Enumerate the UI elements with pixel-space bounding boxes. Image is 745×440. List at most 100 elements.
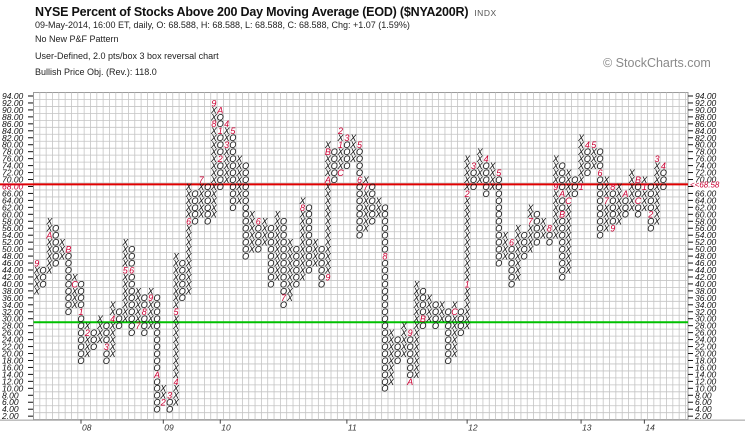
pf-o-box: O	[394, 342, 401, 352]
pf-x-box: X	[121, 251, 129, 261]
pf-o-box: O	[242, 224, 249, 234]
pf-o-box: O	[381, 272, 388, 282]
pf-x-box: X	[539, 231, 547, 241]
pf-x-box: X	[653, 161, 661, 171]
pf-x-box: X	[412, 286, 420, 296]
pf-x-box: X	[185, 231, 193, 241]
pf-x-box: X	[412, 300, 420, 310]
pf-o-box: O	[559, 245, 566, 255]
y-tick-label-right: 40.00	[695, 279, 717, 289]
pf-x-box: X	[83, 349, 91, 359]
pf-o-box: O	[381, 224, 388, 234]
pf-x-box: X	[552, 189, 560, 199]
reference-lines: <<68.58 68.00	[0, 180, 720, 324]
pf-o-box: O	[369, 217, 376, 227]
pf-x-box: X	[362, 175, 370, 185]
pf-x-box: X	[172, 314, 180, 324]
pf-x-box: X	[185, 189, 193, 199]
pf-o-box: O	[407, 356, 414, 366]
pf-x-box: X	[324, 258, 332, 268]
pf-o-box: O	[609, 203, 616, 213]
pf-o-box: O	[419, 300, 426, 310]
pf-x-box: X	[615, 203, 623, 213]
pf-x-box: X	[387, 335, 395, 345]
pf-x-box: X	[349, 154, 357, 164]
pf-x-box: X	[602, 210, 610, 220]
pf-o-box: O	[153, 342, 160, 352]
pf-x-box: X	[172, 286, 180, 296]
pf-x-box: X	[412, 363, 420, 373]
pf-x-box: X	[96, 314, 104, 324]
pf-x-box: X	[299, 231, 307, 241]
pf-o-box: O	[217, 133, 224, 143]
pf-x-box: X	[488, 182, 496, 192]
pf-o-box: O	[217, 161, 224, 171]
pf-x-box: X	[223, 154, 231, 164]
pf-x-box: X	[83, 335, 91, 345]
pf-x-box: X	[71, 272, 79, 282]
pf-x-box: X	[223, 133, 231, 143]
pf-x-box: X	[172, 251, 180, 261]
pf-x-box: X	[501, 245, 509, 255]
y-tick-label-right: 24.00	[694, 335, 717, 345]
pf-x-box: X	[324, 154, 332, 164]
pf-o-box: O	[229, 133, 236, 143]
pf-o-box: O	[280, 300, 287, 310]
pf-x-box: X	[210, 182, 218, 192]
pf-column-x: 2XX	[159, 384, 167, 408]
pf-x-box: X	[210, 133, 218, 143]
pf-o-box: O	[217, 168, 224, 178]
pf-x-box: X	[185, 265, 193, 275]
pf-o-box: O	[432, 321, 439, 331]
y-tick-label-right: 92.00	[695, 98, 717, 108]
pf-o-box: O	[229, 154, 236, 164]
pf-x-box: X	[185, 286, 193, 296]
pf-o-box: O	[141, 321, 148, 331]
pf-column-x: XXX	[438, 300, 446, 324]
pf-x-box: X	[602, 217, 610, 227]
pf-x-box: X	[299, 217, 307, 227]
pf-x-box: X	[248, 238, 256, 248]
pf-o-box: O	[559, 217, 566, 227]
pf-o-box: O	[432, 300, 439, 310]
pf-x-box: X	[172, 398, 180, 408]
pf-o-box: O	[635, 203, 642, 213]
pf-o-box: O	[445, 342, 452, 352]
pf-x-box: X	[615, 196, 623, 206]
pf-o-box: O	[318, 265, 325, 275]
pf-o-box: O	[369, 210, 376, 220]
pf-x-box: X	[564, 168, 572, 178]
pf-x-box: X	[286, 245, 294, 255]
pf-o-box: O	[229, 147, 236, 157]
y-tick-label-left: 38.00	[2, 286, 24, 296]
y-tick-label-right: 8.00	[695, 390, 712, 400]
month-label: 7	[363, 182, 369, 192]
pf-o-box: O	[305, 245, 312, 255]
month-label: B	[65, 245, 71, 255]
pf-o-box: O	[204, 189, 211, 199]
pf-o-box: O	[533, 231, 540, 241]
pf-o-box: O	[483, 189, 490, 199]
pf-column-o: OOO	[40, 265, 47, 289]
pf-o-box: O	[559, 238, 566, 248]
pf-o-box: O	[128, 286, 135, 296]
y-tick-label-left: 2.00	[1, 411, 19, 421]
month-label: 3	[471, 161, 476, 171]
pf-o-box: O	[381, 203, 388, 213]
pf-x-box: X	[450, 300, 458, 310]
pf-x-box: X	[172, 300, 180, 310]
pf-x-box: X	[273, 272, 281, 282]
pf-o-box: O	[305, 224, 312, 234]
pf-o-box: O	[647, 203, 654, 213]
pf-x-box: X	[147, 300, 155, 310]
pf-x-box: X	[299, 272, 307, 282]
